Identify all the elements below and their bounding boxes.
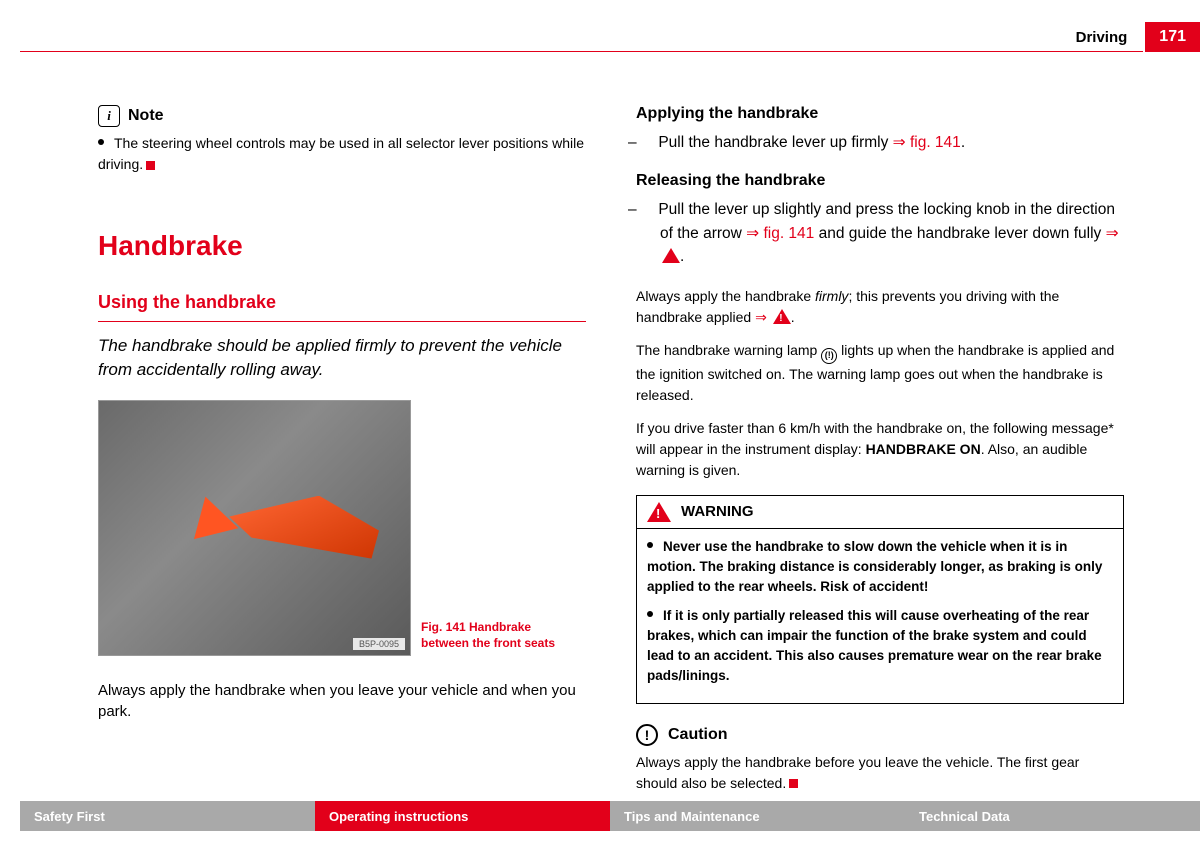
warning-text-2: If it is only partially released this wi…: [647, 608, 1102, 684]
applying-step: – Pull the handbrake lever up firmly ⇒ f…: [636, 131, 1124, 154]
p3-bold: HANDBRAKE ON: [866, 441, 981, 457]
applying-heading: Applying the handbrake: [636, 105, 1124, 123]
tab-operating-instructions[interactable]: Operating instructions: [315, 801, 610, 831]
caution-icon: !: [636, 724, 658, 746]
note-body: The steering wheel controls may be used …: [98, 133, 586, 175]
note-text: The steering wheel controls may be used …: [98, 135, 584, 172]
caution-header: ! Caution: [636, 724, 1124, 746]
warning-item-2: If it is only partially released this wi…: [647, 606, 1113, 687]
handbrake-lamp-icon: (!): [821, 348, 837, 364]
page-header: Driving 171: [1076, 22, 1200, 52]
paragraph-lamp: The handbrake warning lamp (!) lights up…: [636, 340, 1124, 406]
figure-id-label: B5P-0095: [353, 638, 405, 650]
bullet-icon: [647, 542, 653, 548]
bullet-icon: [98, 139, 104, 145]
main-heading: Handbrake: [98, 230, 586, 262]
paragraph-speed: If you drive faster than 6 km/h with the…: [636, 418, 1124, 481]
page-number: 171: [1145, 22, 1200, 52]
warning-body: Never use the handbrake to slow down the…: [637, 529, 1123, 703]
releasing-heading: Releasing the handbrake: [636, 172, 1124, 190]
applying-text: Pull the handbrake lever up firmly: [658, 134, 892, 151]
note-title: Note: [128, 107, 164, 125]
warning-title: WARNING: [681, 503, 754, 520]
tab-safety-first[interactable]: Safety First: [20, 801, 315, 831]
closing-text: Always apply the handbrake when you leav…: [98, 680, 586, 724]
p2-a: The handbrake warning lamp: [636, 342, 821, 358]
releasing-text-b: and guide the handbrake lever down fully: [814, 225, 1105, 242]
arrow-icon: [194, 496, 244, 549]
dash-icon: –: [644, 198, 654, 221]
handbrake-illustration: [229, 496, 379, 566]
ref-arrow-icon: ⇒: [1106, 225, 1119, 242]
warning-triangle-icon: [773, 309, 791, 324]
header-rule: [20, 51, 1143, 52]
left-column: i Note The steering wheel controls may b…: [98, 105, 586, 806]
end-marker-icon: [146, 161, 155, 170]
right-column: Applying the handbrake – Pull the handbr…: [636, 105, 1124, 806]
warning-triangle-icon: [647, 502, 671, 522]
ref-arrow-icon: ⇒: [893, 134, 910, 151]
bullet-icon: [647, 611, 653, 617]
dash-icon: –: [644, 131, 654, 154]
tab-tips-maintenance[interactable]: Tips and Maintenance: [610, 801, 905, 831]
section-name: Driving: [1076, 29, 1128, 46]
fig-reference[interactable]: fig. 141: [910, 134, 961, 151]
intro-text: The handbrake should be applied firmly t…: [98, 334, 586, 382]
warning-box: WARNING Never use the handbrake to slow …: [636, 495, 1124, 704]
warning-text-1: Never use the handbrake to slow down the…: [647, 539, 1102, 595]
caution-body: Always apply the handbrake before you le…: [636, 752, 1124, 794]
info-icon: i: [98, 105, 120, 127]
figure-image: B5P-0095: [98, 400, 411, 656]
warning-item-1: Never use the handbrake to slow down the…: [647, 537, 1113, 598]
warning-triangle-icon: [662, 248, 680, 263]
fig-reference[interactable]: fig. 141: [763, 225, 814, 242]
end-marker-icon: [789, 779, 798, 788]
releasing-step: – Pull the lever up slightly and press t…: [636, 198, 1124, 268]
p1-a: Always apply the handbrake: [636, 288, 815, 304]
ref-arrow-icon: ⇒: [746, 225, 763, 242]
caution-title: Caution: [668, 726, 728, 744]
caution-text: Always apply the handbrake before you le…: [636, 754, 1079, 791]
note-header: i Note: [98, 105, 586, 127]
footer-tabs: Safety First Operating instructions Tips…: [20, 801, 1200, 831]
sub-heading: Using the handbrake: [98, 292, 586, 322]
ref-arrow-icon: ⇒: [755, 309, 767, 325]
paragraph-firmly: Always apply the handbrake firmly; this …: [636, 286, 1124, 328]
content-area: i Note The steering wheel controls may b…: [98, 105, 1124, 806]
figure-container: B5P-0095 Fig. 141 Handbrake between the …: [98, 400, 586, 656]
tab-technical-data[interactable]: Technical Data: [905, 801, 1200, 831]
figure-caption: Fig. 141 Handbrake between the front sea…: [421, 620, 561, 651]
warning-header: WARNING: [637, 496, 1123, 529]
p1-italic: firmly: [815, 288, 848, 304]
